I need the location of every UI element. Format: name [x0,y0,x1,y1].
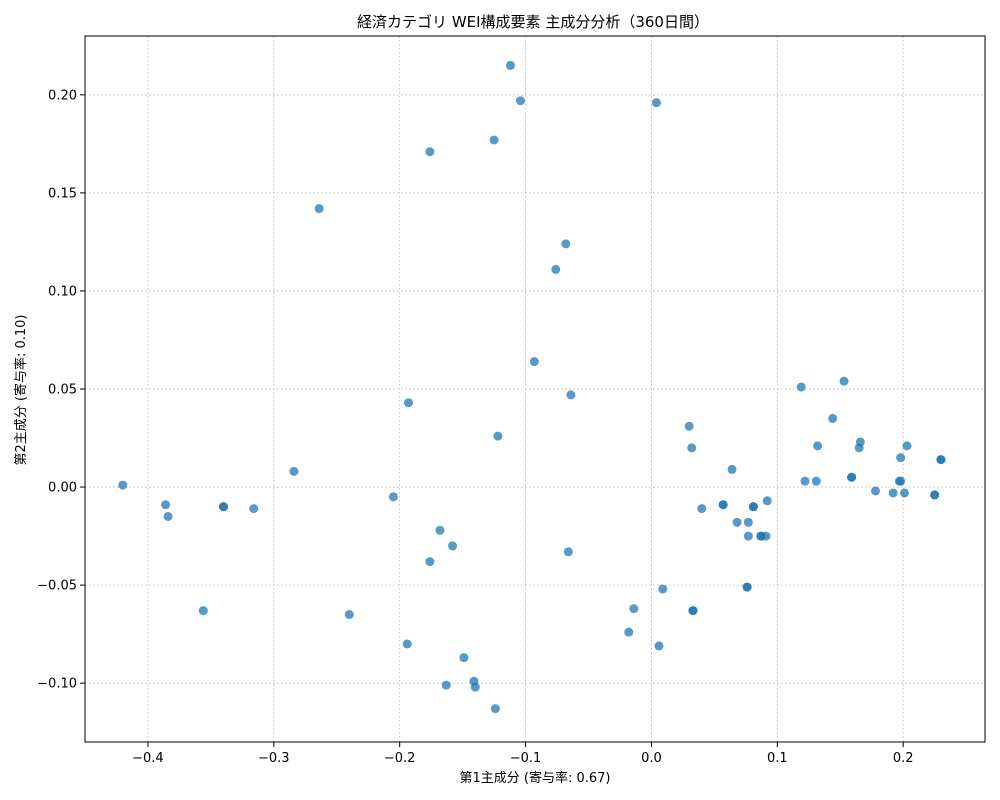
data-point [435,525,445,535]
data-point [697,504,707,514]
data-point [899,488,909,498]
data-point [654,641,664,651]
data-point [684,421,694,431]
data-point [828,413,838,423]
data-point [624,627,634,637]
data-point [813,441,823,451]
data-point [198,606,208,616]
x-tick-label: 0.0 [641,751,662,766]
data-point [629,604,639,614]
data-point [249,504,259,514]
y-tick-label: 0.20 [48,88,77,103]
data-point [727,464,737,474]
x-tick-label: −0.2 [384,751,416,766]
data-point [902,441,912,451]
y-tick-label: 0.10 [48,284,77,299]
data-point [796,382,806,392]
y-axis-label: 第2主成分 (寄与率: 0.10) [13,314,29,465]
data-point [490,704,500,714]
data-point [425,147,435,157]
data-point [493,431,503,441]
axis-ticks: −0.4 −0.3 −0.2 −0.1 0.0 0.1 0.2 −0.10 −0.05 0.00 0… [37,88,913,766]
data-point [870,486,880,496]
data-point [800,476,810,486]
data-point [936,455,946,465]
data-points [118,60,946,714]
chart-title: 経済カテゴリ WEI構成要素 主成分分析（360日間） [357,13,709,31]
data-point [402,639,412,649]
x-tick-label: −0.4 [132,751,164,766]
data-point [718,500,728,510]
data-point [425,557,435,567]
data-point [388,492,398,502]
data-point [762,496,772,506]
y-tick-label: −0.05 [37,579,77,594]
data-point [163,511,173,521]
grid [85,36,985,742]
data-point [448,541,458,551]
data-point [516,96,526,106]
data-point [218,502,228,512]
y-tick-label: −0.10 [37,677,77,692]
x-axis-label: 第1主成分 (寄与率: 0.67) [459,770,610,786]
data-point [551,264,561,274]
data-point [161,500,171,510]
data-point [459,653,469,663]
data-point [289,466,299,476]
data-point [888,488,898,498]
data-point [896,476,906,486]
data-point [811,476,821,486]
data-point [930,490,940,500]
data-point [529,357,539,367]
x-tick-label: 0.1 [767,751,788,766]
data-point [839,376,849,386]
data-point [314,204,324,214]
data-point [563,547,573,557]
data-point [505,60,515,70]
data-point [761,531,771,541]
data-point [658,584,668,594]
data-point [855,437,865,447]
data-point [732,517,742,527]
data-point [441,680,451,690]
data-point [742,582,752,592]
data-point [118,480,128,490]
y-tick-label: 0.05 [48,383,77,398]
data-point [896,453,906,463]
data-point [748,502,758,512]
data-point [470,682,480,692]
y-tick-label: 0.00 [48,481,77,496]
data-point [847,472,857,482]
y-tick-label: 0.15 [48,186,77,201]
x-tick-label: −0.1 [510,751,542,766]
data-point [743,531,753,541]
data-point [687,443,697,453]
data-point [561,239,571,249]
data-point [651,98,661,108]
data-point [743,517,753,527]
data-point [403,398,413,408]
x-tick-label: 0.2 [893,751,914,766]
data-point [344,610,354,620]
data-point [489,135,499,145]
data-point [688,606,698,616]
x-tick-label: −0.3 [258,751,290,766]
data-point [566,390,576,400]
